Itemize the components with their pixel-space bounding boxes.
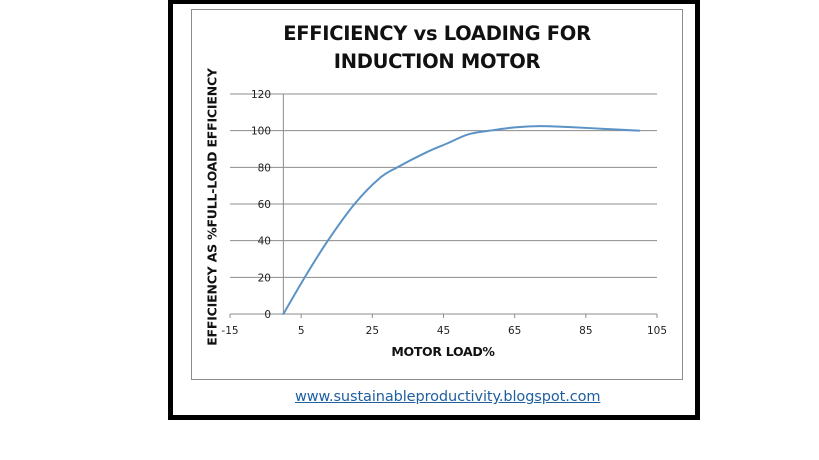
y-tick-label: 40: [258, 236, 271, 248]
y-tick-label: 60: [258, 199, 271, 211]
axes: [229, 94, 658, 318]
efficiency-line: [282, 125, 641, 315]
blog-link[interactable]: www.sustainableproductivity.blogspot.com: [295, 389, 601, 405]
x-tick-label: 105: [647, 325, 667, 337]
x-tick-label: 45: [437, 325, 450, 337]
y-axis-label: EFFICIENCY AS %FULL-LOAD EFFICIENCY: [204, 68, 220, 346]
y-tick-label: 20: [258, 272, 271, 284]
chart-title: EFFICIENCY vs LOADING FOR INDUCTION MOTO…: [191, 20, 683, 76]
y-tick-labels: 0 20 40 60 80 100 120: [251, 89, 271, 321]
chart-area: [191, 9, 683, 380]
x-tick-labels: -15 5 25 45 65 85 105: [221, 325, 667, 337]
x-tick-label: 5: [298, 325, 305, 337]
y-tick-label: 100: [251, 126, 271, 138]
y-tick-label: 0: [264, 309, 271, 321]
chart-title-line1: EFFICIENCY vs LOADING FOR: [283, 22, 591, 45]
x-tick-label: -15: [221, 325, 238, 337]
y-tick-label: 80: [258, 162, 271, 174]
y-tick-label: 120: [251, 89, 271, 101]
x-tick-label: 85: [579, 325, 592, 337]
gridlines: [230, 93, 657, 278]
x-tick-label: 25: [366, 325, 379, 337]
x-tick-label: 65: [508, 325, 521, 337]
chart-title-line2: INDUCTION MOTOR: [333, 50, 541, 73]
x-axis-label: MOTOR LOAD%: [391, 344, 495, 359]
